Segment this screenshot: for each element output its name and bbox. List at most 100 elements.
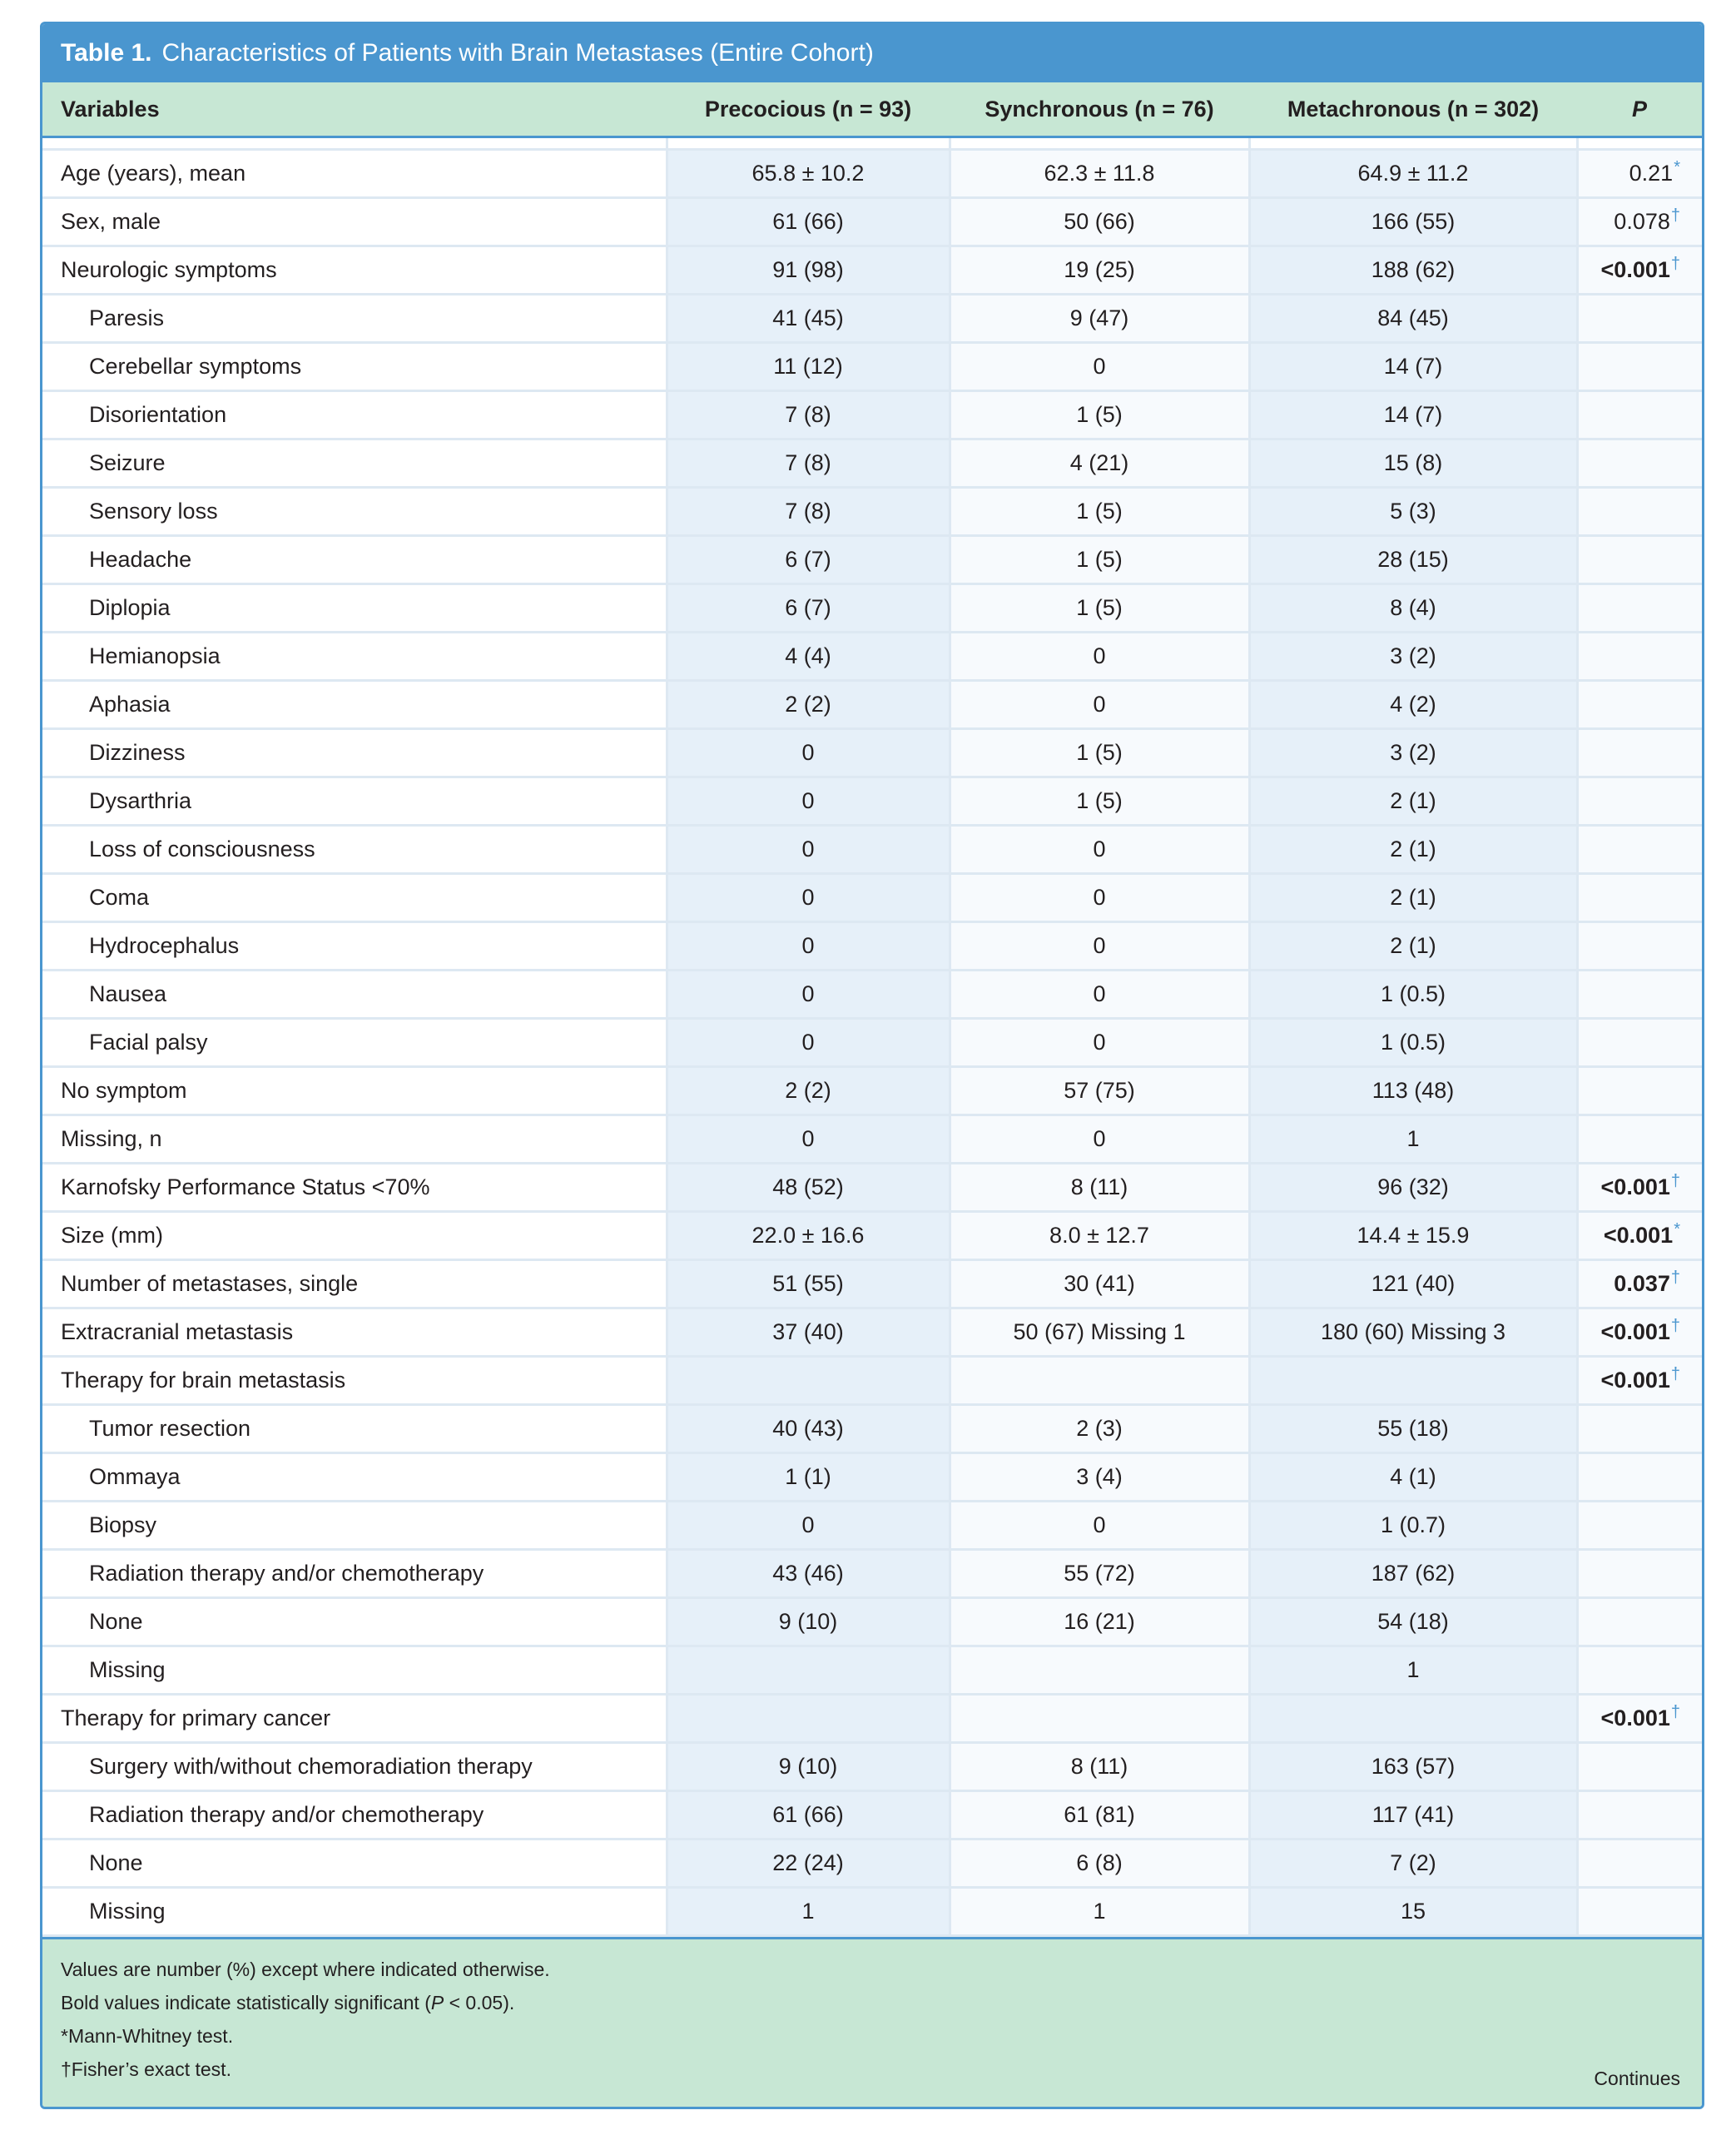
cell-p-value: [1577, 535, 1702, 585]
cell-synchronous: 9 (47): [950, 294, 1251, 344]
cell-precocious: 51 (55): [667, 1259, 951, 1309]
table-body: Age (years), mean 65.8 ± 10.2 62.3 ± 11.8 6…: [42, 137, 1702, 1937]
cell-metachronous: 2 (1): [1249, 825, 1579, 875]
cell-precocious: 1: [667, 1887, 951, 1937]
row-label: Number of metastases, single: [42, 1259, 668, 1309]
row-label: Loss of consciousness: [42, 825, 668, 875]
table-row: Karnofsky Performance Status <70% 48 (52)…: [42, 1163, 1702, 1213]
table-row: Radiation therapy and/or chemotherapy 43 …: [42, 1549, 1702, 1599]
table-row: Sex, male 61 (66) 50 (66) 166 (55) 0.078†: [42, 197, 1702, 247]
cell-p-value: [1577, 439, 1702, 489]
row-label: Missing: [42, 1646, 668, 1696]
row-label: Headache: [42, 535, 668, 585]
cell-synchronous: 57 (75): [950, 1066, 1251, 1116]
table-row: Surgery with/without chemoradiation ther…: [42, 1742, 1702, 1792]
cell-precocious: 9 (10): [667, 1597, 951, 1647]
cell-synchronous: 0: [950, 632, 1251, 682]
cell-metachronous: 4 (2): [1249, 680, 1579, 730]
row-label: Size (mm): [42, 1211, 668, 1261]
table-row: Extracranial metastasis 37 (40) 50 (67) Mi…: [42, 1308, 1702, 1358]
row-label: Missing: [42, 1887, 668, 1937]
table-number: Table 1.: [61, 39, 152, 67]
row-label: Therapy for brain metastasis: [42, 1356, 668, 1406]
row-label: Sex, male: [42, 197, 668, 247]
cell-p-value: [1577, 294, 1702, 344]
cell-precocious: 0: [667, 728, 951, 778]
cell-p-value: [1577, 825, 1702, 875]
cell-metachronous: [1249, 1356, 1579, 1406]
footnote-bold: Bold values indicate statistically signi…: [61, 1992, 515, 2013]
cell-synchronous: 0: [950, 921, 1251, 971]
row-label: Age (years), mean: [42, 149, 668, 199]
cell-metachronous: 121 (40): [1249, 1259, 1579, 1309]
cell-p-value: [1577, 1887, 1702, 1937]
cell-precocious: 0: [667, 970, 951, 1020]
cell-precocious: 0: [667, 777, 951, 827]
cell-metachronous: 1: [1249, 1115, 1579, 1164]
cell-synchronous: 8 (11): [950, 1742, 1251, 1792]
table-row: Facial palsy 0 0 1 (0.5): [42, 1018, 1702, 1068]
header-row: Variables Precocious (n = 93) Synchronou…: [42, 82, 1702, 138]
cell-p-value: 0.037†: [1577, 1259, 1702, 1309]
cell-precocious: 6 (7): [667, 583, 951, 633]
table-row: Disorientation 7 (8) 1 (5) 14 (7): [42, 390, 1702, 440]
cell-precocious: 43 (46): [667, 1549, 951, 1599]
cell-metachronous: 2 (1): [1249, 873, 1579, 923]
row-label: Coma: [42, 873, 668, 923]
cell-synchronous: 0: [950, 873, 1251, 923]
cell-precocious: 2 (2): [667, 680, 951, 730]
cell-metachronous: 64.9 ± 11.2: [1249, 149, 1579, 199]
cell-p-value: [1577, 1066, 1702, 1116]
cell-synchronous: 0: [950, 1501, 1251, 1551]
row-label: Aphasia: [42, 680, 668, 730]
cell-p-value: [1577, 873, 1702, 923]
footnote-values: Values are number (%) except where indic…: [61, 1959, 550, 1980]
cell-precocious: 91 (98): [667, 246, 951, 295]
cell-p-value: [1577, 583, 1702, 633]
cell-synchronous: [950, 1646, 1251, 1696]
cell-p-value: [1577, 970, 1702, 1020]
cell-precocious: 41 (45): [667, 294, 951, 344]
cell-metachronous: 15 (8): [1249, 439, 1579, 489]
table-row: Cerebellar symptoms 11 (12) 0 14 (7): [42, 342, 1702, 392]
table-frame: Table 1. Characteristics of Patients wit…: [40, 22, 1704, 2109]
cell-p-value: [1577, 342, 1702, 392]
cell-metachronous: 1 (0.5): [1249, 1018, 1579, 1068]
cell-precocious: [667, 1694, 951, 1744]
cell-p-value: [1577, 777, 1702, 827]
table-row: Diplopia 6 (7) 1 (5) 8 (4): [42, 583, 1702, 633]
table-row: Seizure 7 (8) 4 (21) 15 (8): [42, 439, 1702, 489]
footnote-fisher: †Fisher’s exact test.: [61, 2058, 231, 2080]
cell-metachronous: 2 (1): [1249, 777, 1579, 827]
cell-metachronous: 2 (1): [1249, 921, 1579, 971]
cell-synchronous: 4 (21): [950, 439, 1251, 489]
table-row: Paresis 41 (45) 9 (47) 84 (45): [42, 294, 1702, 344]
row-label: Karnofsky Performance Status <70%: [42, 1163, 668, 1213]
table-row: Loss of consciousness 0 0 2 (1): [42, 825, 1702, 875]
table-row: Radiation therapy and/or chemotherapy 61 …: [42, 1790, 1702, 1840]
cell-metachronous: 54 (18): [1249, 1597, 1579, 1647]
cell-p-value: [1577, 1597, 1702, 1647]
row-label: Radiation therapy and/or chemotherapy: [42, 1549, 668, 1599]
cell-synchronous: 1 (5): [950, 583, 1251, 633]
cell-synchronous: 0: [950, 680, 1251, 730]
cell-metachronous: 188 (62): [1249, 246, 1579, 295]
row-label: Radiation therapy and/or chemotherapy: [42, 1790, 668, 1840]
row-label: Hemianopsia: [42, 632, 668, 682]
cell-precocious: 1 (1): [667, 1452, 951, 1502]
table-row: Tumor resection 40 (43) 2 (3) 55 (18): [42, 1404, 1702, 1454]
cell-metachronous: 7 (2): [1249, 1839, 1579, 1889]
cell-metachronous: 14 (7): [1249, 342, 1579, 392]
row-label: Hydrocephalus: [42, 921, 668, 971]
cell-precocious: 0: [667, 1018, 951, 1068]
cell-p-value: [1577, 728, 1702, 778]
cell-synchronous: 0: [950, 342, 1251, 392]
cell-metachronous: 14.4 ± 15.9: [1249, 1211, 1579, 1261]
cell-synchronous: 2 (3): [950, 1404, 1251, 1454]
continues-label: Continues: [1594, 2068, 1680, 2089]
cell-synchronous: 1 (5): [950, 535, 1251, 585]
cell-p-value: [1577, 1839, 1702, 1889]
cell-p-value: [1577, 1404, 1702, 1454]
cell-p-value: [1577, 921, 1702, 971]
cell-synchronous: 16 (21): [950, 1597, 1251, 1647]
